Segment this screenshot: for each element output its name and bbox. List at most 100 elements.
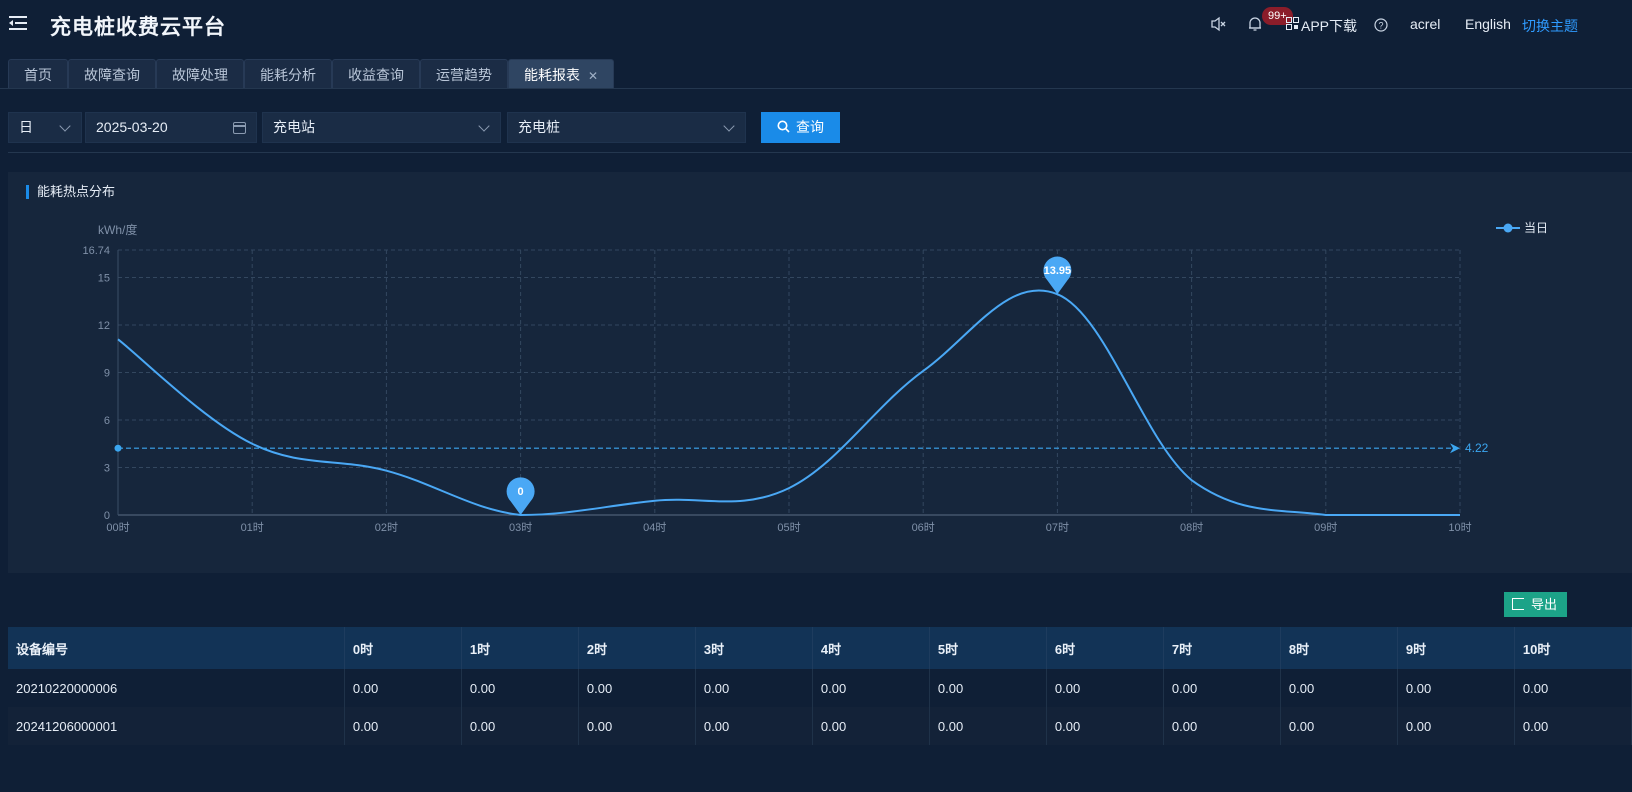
export-label: 导出 (1531, 597, 1558, 612)
tab-energy-analysis[interactable]: 能耗分析 (244, 59, 332, 89)
y-axis-label: kWh/度 (98, 222, 137, 237)
chevron-down-icon (59, 120, 71, 132)
column-header: 2时 (578, 627, 696, 669)
table-cell: 0.00 (929, 707, 1047, 745)
bell-icon[interactable] (1247, 16, 1263, 32)
table-row: 20210220000006 0.00 0.00 0.00 0.00 0.00 0.00 0.… (8, 669, 1632, 707)
export-icon (1512, 598, 1524, 610)
x-tick-label: 09时 (1314, 521, 1337, 534)
table-header-row: 设备编号 0时 1时 2时 3时 4时 5时 6时 7时 8时 9时 10时 (8, 627, 1632, 669)
chart-panel: 能耗热点分布 kWh/度 0 3 6 9 12 15 16.74 00时 01时 02时 03时 04时… (8, 172, 1632, 573)
x-tick-label: 02时 (375, 521, 398, 534)
close-tab-icon[interactable]: ✕ (588, 69, 599, 83)
export-button[interactable]: 导出 (1504, 592, 1567, 617)
column-header: 9时 (1397, 627, 1515, 669)
table-cell: 0.00 (1514, 707, 1632, 745)
app-title: 充电桩收费云平台 (50, 16, 226, 39)
marker-pin (1043, 256, 1072, 295)
theme-switch[interactable]: 切换主题 (1522, 18, 1578, 34)
tab-energy-report[interactable]: 能耗报表 ✕ (508, 59, 615, 89)
y-tick-label: 9 (104, 368, 110, 380)
average-line-arrow (1450, 443, 1460, 454)
tab-fault-handling[interactable]: 故障处理 (156, 59, 244, 89)
help-icon[interactable]: ? (1374, 18, 1388, 32)
station-placeholder: 充电站 (273, 119, 315, 135)
table-cell: 0.00 (1163, 669, 1281, 707)
date-picker[interactable]: 2025-03-20 (85, 112, 257, 143)
y-tick-label: 6 (104, 415, 110, 427)
legend-marker (1503, 223, 1513, 233)
tab-energy-report-label: 能耗报表 (524, 67, 580, 83)
series-line (117, 289, 1460, 517)
top-bar: 充电桩收费云平台 99+ APP下载 ? acrel English 切换主题 (0, 0, 1632, 48)
table-cell: 0.00 (1397, 707, 1515, 745)
table-cell: 0.00 (461, 707, 579, 745)
pile-select[interactable]: 充电桩 (507, 112, 746, 143)
column-header: 5时 (929, 627, 1047, 669)
app-download-link[interactable]: APP下载 (1301, 18, 1358, 34)
column-header: 4时 (812, 627, 930, 669)
x-tick-label: 00时 (106, 521, 129, 534)
y-tick-label: 16.74 (82, 245, 110, 257)
tab-bar: 首页 故障查询 故障处理 能耗分析 收益查询 运营趋势 能耗报表 ✕ (8, 59, 615, 89)
column-header: 设备编号 (8, 627, 345, 669)
energy-table: 设备编号 0时 1时 2时 3时 4时 5时 6时 7时 8时 9时 10时 202102200000… (8, 627, 1632, 745)
tab-operation-trend[interactable]: 运营趋势 (420, 59, 508, 89)
table-cell: 0.00 (344, 707, 462, 745)
language-switch[interactable]: English (1465, 16, 1511, 32)
search-icon (777, 120, 790, 133)
tab-fault-query[interactable]: 故障查询 (68, 59, 156, 89)
notification-badge: 99+ (1262, 7, 1293, 25)
table-row: 20241206000001 0.00 0.00 0.00 0.00 0.00 0.00 0.… (8, 707, 1632, 745)
query-button[interactable]: 查询 (761, 112, 840, 143)
table-cell: 0.00 (812, 707, 930, 745)
chevron-down-icon (723, 120, 735, 132)
marker-label: 13.95 (1044, 265, 1072, 277)
filter-divider (8, 152, 1632, 153)
tab-home[interactable]: 首页 (8, 59, 68, 89)
average-line-start (114, 444, 122, 452)
table-cell: 0.00 (695, 669, 813, 707)
table-cell: 0.00 (344, 669, 462, 707)
x-tick-label: 01时 (241, 521, 264, 534)
qrcode-icon (1286, 17, 1299, 30)
column-header: 8时 (1280, 627, 1398, 669)
legend-label: 当日 (1524, 221, 1548, 235)
x-tick-label: 03时 (509, 521, 532, 534)
y-tick-label: 12 (98, 320, 110, 332)
marker-label: 0 (518, 486, 524, 498)
table-cell: 0.00 (1514, 669, 1632, 707)
user-menu[interactable]: acrel (1410, 16, 1441, 32)
menu-toggle-icon[interactable] (9, 15, 27, 31)
period-value: 日 (19, 119, 33, 135)
date-value: 2025-03-20 (96, 119, 168, 135)
x-tick-label: 06时 (912, 521, 935, 534)
table-cell: 0.00 (1046, 669, 1164, 707)
table-cell: 0.00 (929, 669, 1047, 707)
period-select[interactable]: 日 (8, 112, 82, 143)
table-cell: 0.00 (461, 669, 579, 707)
table-cell: 0.00 (1046, 707, 1164, 745)
table-cell: 20210220000006 (8, 669, 345, 707)
table-cell: 0.00 (578, 669, 696, 707)
pile-placeholder: 充电桩 (518, 119, 560, 135)
table-cell: 0.00 (695, 707, 813, 745)
table-cell: 20241206000001 (8, 707, 345, 745)
chevron-down-icon (478, 120, 490, 132)
marker-pin (506, 477, 535, 515)
query-label: 查询 (796, 119, 824, 135)
tabs-divider (0, 88, 1632, 89)
column-header: 6时 (1046, 627, 1164, 669)
table-cell: 0.00 (1397, 669, 1515, 707)
x-tick-label: 07时 (1046, 521, 1069, 534)
table-cell: 0.00 (1280, 707, 1398, 745)
average-line-label: 4.22 (1465, 441, 1489, 455)
tab-revenue-query[interactable]: 收益查询 (332, 59, 420, 89)
energy-line-chart: kWh/度 0 3 6 9 12 15 16.74 00时 01时 02时 03时 04时 05时 06时 0… (82, 221, 1548, 534)
station-select[interactable]: 充电站 (262, 112, 501, 143)
mute-icon[interactable] (1210, 16, 1228, 32)
y-tick-label: 3 (104, 463, 110, 475)
column-header: 0时 (344, 627, 462, 669)
y-tick-label: 0 (104, 510, 110, 522)
table-cell: 0.00 (578, 707, 696, 745)
